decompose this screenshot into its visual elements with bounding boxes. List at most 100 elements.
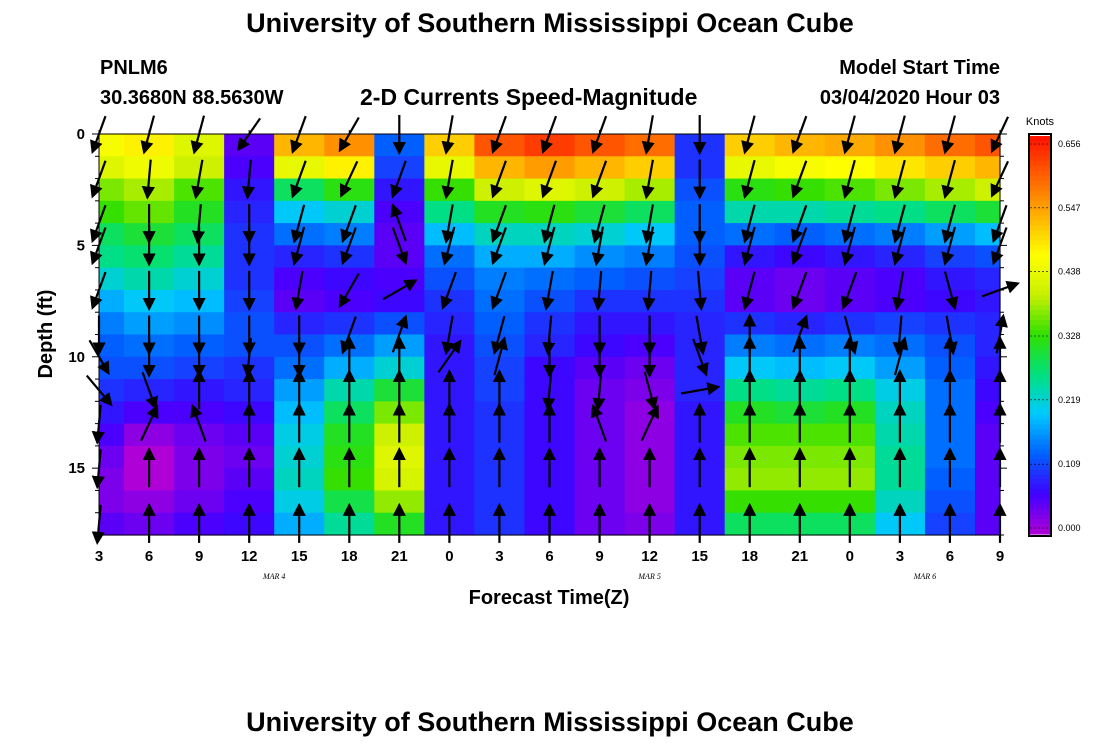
x-tick-label: 15 [291,548,308,565]
heatmap-cell [674,267,726,291]
colorbar-segment [1030,504,1050,510]
heatmap-cell [474,356,526,380]
colorbar-segment [1030,195,1050,202]
colorbar-segment [1030,454,1050,460]
heatmap-cell [324,289,375,313]
colorbar-segment [1030,509,1050,515]
current-vector-arrow [490,204,507,244]
heatmap-cell [824,200,876,224]
heatmap-cell [924,178,976,202]
colorbar-tick-label: 0.109 [1058,459,1081,469]
y-tick-label: 15 [68,460,85,477]
heatmap-cell [874,356,926,380]
colorbar-segment [1030,215,1050,222]
current-vector-arrow [790,204,808,244]
colorbar-segment [1030,136,1050,142]
current-vector-arrow [441,159,455,200]
heatmap-cell [824,245,876,269]
heatmap-cell [474,490,526,514]
heatmap-cell [374,178,425,202]
colorbar-segment [1030,255,1050,261]
colorbar-segment [1030,464,1050,470]
colorbar-segment [1030,230,1050,237]
current-vector-arrow [641,159,655,200]
colorbar-segment [1030,384,1050,391]
heatmap-cell [474,289,526,313]
heatmap-cell [99,334,125,358]
x-tick-label: 9 [595,548,603,565]
x-tick-label: 21 [391,548,408,565]
heatmap-cell [124,423,175,447]
heatmap-cell [874,178,926,202]
heatmap-cell [424,156,476,180]
heatmap-cell [774,245,826,269]
heatmap-cell [174,156,225,180]
x-tick-label: 12 [641,548,658,565]
x-axis-label: Forecast Time(Z) [469,587,630,609]
heatmap-cell [924,267,976,291]
current-vector-arrow [140,404,159,442]
current-vector-arrow [640,404,659,442]
current-vector-arrow [437,339,462,373]
heatmap-cell [174,490,225,514]
x-tick-label: 18 [341,548,358,565]
heatmap-cell [374,156,425,180]
heatmap-cell [324,134,375,157]
heatmap-cell [924,245,976,269]
heatmap-cell [99,401,125,425]
x-tick-label: 3 [95,548,103,565]
heatmap-cell [124,134,175,157]
heatmap-cell [574,423,626,447]
heatmap-cell [924,312,976,336]
heatmap-cell [99,512,125,536]
colorbar-segment [1030,245,1050,252]
heatmap-cell [974,401,1001,425]
current-vector-arrow [590,160,608,199]
heatmap-cell [874,200,926,224]
colorbar-segment [1030,315,1050,321]
colorbar-segment [1030,295,1050,301]
date-label: MAR 5 [637,572,660,581]
heatmap-cell [424,490,476,514]
current-vector-arrow [641,204,655,244]
heatmap-cell [174,423,225,447]
colorbar-segment [1030,190,1050,197]
current-vector-arrow [141,159,155,200]
heatmap-cell [99,356,125,380]
colorbar-segment [1030,280,1050,286]
current-vector-arrow [941,204,956,244]
x-tick-label: 9 [996,548,1004,565]
colorbar-segment [1030,369,1050,376]
heatmap-cell [824,267,876,291]
x-tick-label: 0 [445,548,453,565]
heatmap-cell [99,468,125,492]
heatmap-cell [624,423,676,447]
heatmap-cell [274,267,325,291]
heatmap-cell [274,490,325,514]
current-vector-arrow [190,403,207,442]
heatmap-cell [324,312,375,336]
colorbar-segment [1030,260,1050,266]
current-vector-arrow [490,160,507,199]
heatmap-cell [774,267,826,291]
current-vector-arrow [441,204,455,244]
x-tick-label: 3 [896,548,904,565]
current-vector-arrow [943,271,959,311]
heatmap-cell [99,312,125,336]
colorbar-segment [1030,379,1050,386]
heatmap-cell [824,156,876,180]
colorbar-segment [1030,399,1050,406]
current-vector-arrow [591,226,605,267]
current-vector-arrow [390,203,407,242]
heatmap-cell [974,312,1001,336]
colorbar-segment [1030,349,1050,356]
current-vector-arrow [841,159,856,200]
current-vector-arrow [542,315,556,356]
heatmap-cell [524,178,576,202]
heatmap-cell [574,178,626,202]
colorbar-segment [1030,344,1050,351]
date-label: MAR 4 [262,572,285,581]
heatmap-cell [874,267,926,291]
current-vector-arrow [941,159,956,200]
